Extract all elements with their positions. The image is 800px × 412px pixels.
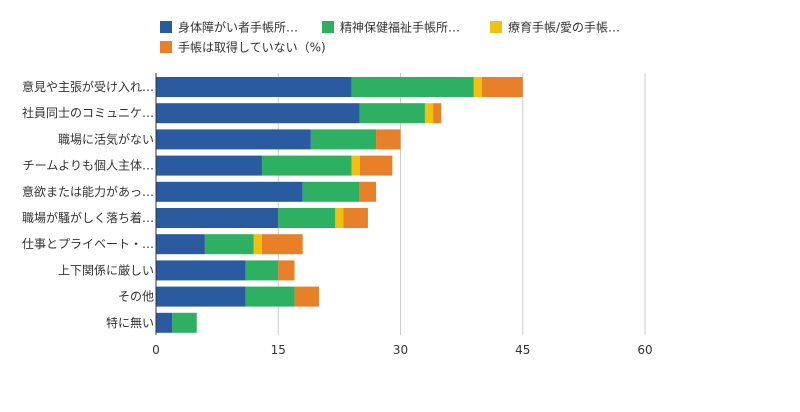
legend: 身体障がい者手帳所… 精神保健福祉手帳所… 療育手帳/愛の手帳… 手帳は取得していない…	[160, 20, 620, 55]
category-label: 職場が騒がしく落ち着…	[22, 210, 154, 225]
legend-label: 療育手帳/愛の手帳…	[508, 20, 620, 35]
bar-segment	[359, 155, 393, 176]
bar-segment	[278, 260, 295, 281]
legend-label: 手帳は取得していない（%)	[178, 40, 326, 55]
bar-segment	[156, 260, 246, 281]
bar-segment	[351, 155, 360, 176]
bar-segment	[156, 155, 262, 176]
bar-segment	[253, 234, 262, 255]
x-tick-label: 30	[393, 343, 408, 357]
bar-segment	[156, 286, 246, 307]
bar-segment	[424, 103, 434, 124]
category-label: 社員同士のコミュニケ…	[22, 105, 154, 120]
bar-segment	[156, 103, 360, 124]
bar-segment	[156, 129, 311, 150]
category-labels: 意見や主張が受け入れ… 社員同士のコミュニケ… 職場に活気がないチームよりも個人主体…	[22, 79, 154, 330]
bar-segment	[172, 312, 197, 333]
bar-segment	[245, 260, 279, 281]
legend-label: 精神保健福祉手帳所…	[340, 20, 460, 35]
legend-swatch	[160, 41, 172, 53]
bar-segment	[261, 234, 303, 255]
bar-segment	[156, 234, 205, 255]
legend-label: 身体障がい者手帳所…	[178, 20, 298, 35]
bars	[156, 77, 523, 333]
bar-segment	[376, 129, 401, 150]
category-label: 特に無い	[106, 315, 154, 330]
bar-segment	[261, 155, 352, 176]
x-tick-label: 45	[515, 343, 530, 357]
bar-segment	[310, 129, 377, 150]
x-tick-label: 0	[152, 343, 160, 357]
x-tick-label: 15	[271, 343, 286, 357]
category-label: 上下関係に厳しい	[58, 263, 154, 277]
bar-segment	[278, 208, 336, 228]
category-label: 仕事とプライベート・…	[22, 237, 154, 251]
category-label: チームよりも個人主体…	[23, 159, 154, 173]
bar-segment	[156, 208, 279, 228]
bar-segment	[245, 286, 295, 307]
bar-segment	[335, 208, 344, 228]
bar-segment	[294, 286, 319, 307]
bar-segment	[302, 181, 360, 202]
bar-segment	[351, 77, 474, 97]
bar-segment	[343, 208, 368, 228]
bar-segment	[156, 181, 303, 202]
legend-swatch	[322, 21, 334, 33]
bar-segment	[204, 234, 254, 255]
legend-swatch	[160, 21, 172, 33]
bar-segment	[156, 77, 352, 97]
bar-segment	[156, 312, 173, 333]
bar-segment	[473, 77, 482, 97]
category-label: 意欲または能力があっ…	[22, 184, 154, 199]
bar-segment	[359, 181, 377, 202]
bar-segment	[482, 77, 523, 97]
bar-segment	[359, 103, 425, 124]
bar-segment	[433, 103, 442, 124]
x-tick-label: 60	[637, 343, 652, 357]
category-label: その他	[118, 290, 154, 304]
category-label: 職場に活気がない	[58, 131, 154, 146]
legend-swatch	[490, 21, 502, 33]
category-label: 意見や主張が受け入れ…	[22, 79, 154, 94]
tick-labels: 0 15 30 45 60	[152, 343, 652, 357]
